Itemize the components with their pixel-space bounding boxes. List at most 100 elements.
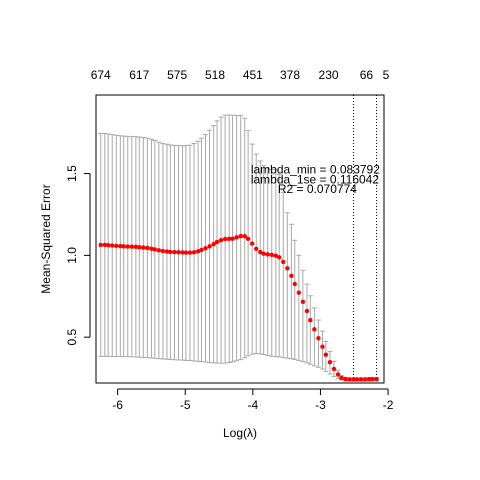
lambda-lines bbox=[353, 95, 378, 383]
data-point-60 bbox=[331, 366, 337, 372]
data-point-13 bbox=[149, 246, 154, 251]
data-point-25 bbox=[195, 249, 201, 254]
data-point-5 bbox=[118, 243, 123, 249]
data-point-30 bbox=[214, 239, 220, 245]
x-axis-label: Log(λ) bbox=[223, 426, 257, 440]
data-point-67 bbox=[358, 377, 364, 382]
y-tick-label-2: 1.5 bbox=[65, 165, 79, 182]
data-point-9 bbox=[133, 244, 139, 250]
data-point-31 bbox=[218, 237, 224, 243]
data-point-19 bbox=[172, 249, 177, 255]
data-point-4 bbox=[114, 243, 119, 249]
annotation-2: R2 = 0.070774 bbox=[278, 182, 357, 196]
top-axis-label-1: 617 bbox=[129, 68, 149, 82]
data-point-44 bbox=[269, 252, 274, 258]
data-point-28 bbox=[207, 244, 212, 249]
top-axis-label-8: 5 bbox=[383, 68, 390, 82]
data-point-23 bbox=[187, 250, 193, 255]
data-point-34 bbox=[230, 236, 235, 241]
top-axis-label-7: 66 bbox=[360, 68, 374, 82]
data-point-61 bbox=[335, 372, 341, 377]
data-point-32 bbox=[222, 236, 228, 242]
data-point-3 bbox=[110, 243, 115, 248]
x-tick-label-3: -3 bbox=[315, 398, 326, 412]
data-point-63 bbox=[343, 376, 348, 382]
data-point-36 bbox=[238, 233, 243, 239]
top-axis: 674 617 575 518 451 378 230 66 5 bbox=[91, 68, 390, 82]
data-point-10 bbox=[137, 244, 142, 250]
data-point-56 bbox=[316, 335, 321, 341]
data-point-54 bbox=[308, 317, 313, 323]
data-point-14 bbox=[152, 247, 158, 252]
top-axis-label-5: 378 bbox=[280, 68, 300, 82]
data-point-64 bbox=[347, 377, 352, 382]
data-point-48 bbox=[285, 266, 290, 271]
data-point-37 bbox=[242, 234, 247, 239]
data-point-57 bbox=[320, 344, 325, 349]
y-tick-label-1: 1.0 bbox=[65, 247, 79, 264]
data-point-2 bbox=[105, 243, 111, 248]
data-point-68 bbox=[362, 377, 368, 382]
data-point-58 bbox=[323, 352, 329, 357]
data-point-21 bbox=[180, 250, 185, 255]
top-axis-label-6: 230 bbox=[319, 68, 339, 82]
data-point-24 bbox=[191, 250, 197, 255]
data-point-51 bbox=[296, 290, 302, 295]
data-point-11 bbox=[141, 245, 146, 250]
data-point-35 bbox=[234, 235, 239, 240]
data-point-55 bbox=[312, 327, 317, 332]
plot-frame bbox=[95, 94, 385, 384]
y-tick-label-0: 0.5 bbox=[65, 329, 79, 346]
y-axis-label: Mean-Squared Error bbox=[39, 184, 53, 293]
data-point-27 bbox=[203, 246, 208, 251]
data-point-6 bbox=[121, 244, 126, 249]
annotation-0: lambda_min = 0.083792 bbox=[251, 163, 380, 177]
data-point-66 bbox=[354, 377, 360, 382]
data-point-16 bbox=[160, 248, 166, 254]
data-point-29 bbox=[211, 242, 216, 247]
data-point-50 bbox=[292, 281, 297, 287]
data-point-59 bbox=[327, 360, 333, 365]
data-points bbox=[98, 233, 379, 382]
data-point-40 bbox=[254, 246, 259, 252]
data-point-1 bbox=[102, 242, 107, 248]
x-tick-label-1: -5 bbox=[180, 398, 191, 412]
data-point-43 bbox=[265, 252, 270, 257]
data-point-38 bbox=[245, 236, 251, 242]
data-point-70 bbox=[370, 377, 375, 382]
data-point-71 bbox=[374, 377, 379, 382]
data-point-69 bbox=[366, 377, 372, 382]
data-point-12 bbox=[145, 245, 150, 251]
data-point-26 bbox=[199, 247, 204, 253]
data-point-7 bbox=[125, 244, 130, 249]
data-point-33 bbox=[226, 236, 232, 242]
x-tick-label-0: -6 bbox=[112, 398, 123, 412]
top-axis-label-4: 451 bbox=[243, 68, 263, 82]
data-point-15 bbox=[156, 248, 162, 253]
data-point-41 bbox=[258, 249, 263, 255]
top-axis-label-0: 674 bbox=[91, 68, 111, 82]
data-point-47 bbox=[281, 259, 286, 265]
data-point-65 bbox=[351, 377, 356, 382]
data-point-45 bbox=[273, 253, 279, 258]
data-point-49 bbox=[289, 273, 294, 279]
data-point-52 bbox=[300, 299, 306, 305]
data-point-0 bbox=[98, 242, 103, 248]
annotation-1: lambda_1se = 0.116042 bbox=[251, 172, 380, 186]
data-point-46 bbox=[277, 255, 282, 260]
data-point-39 bbox=[249, 241, 255, 246]
data-point-17 bbox=[164, 249, 170, 254]
x-tick-label-2: -4 bbox=[248, 398, 259, 412]
data-point-62 bbox=[339, 375, 344, 380]
data-point-53 bbox=[304, 308, 310, 314]
x-axis: -6 -5 -4 -3 -2 bbox=[112, 388, 394, 412]
x-tick-label-4: -2 bbox=[383, 398, 394, 412]
data-point-18 bbox=[168, 249, 173, 255]
data-point-42 bbox=[261, 251, 266, 256]
y-axis: 0.5 1.0 1.5 bbox=[65, 165, 91, 346]
data-point-20 bbox=[176, 250, 181, 255]
data-point-8 bbox=[129, 244, 135, 249]
